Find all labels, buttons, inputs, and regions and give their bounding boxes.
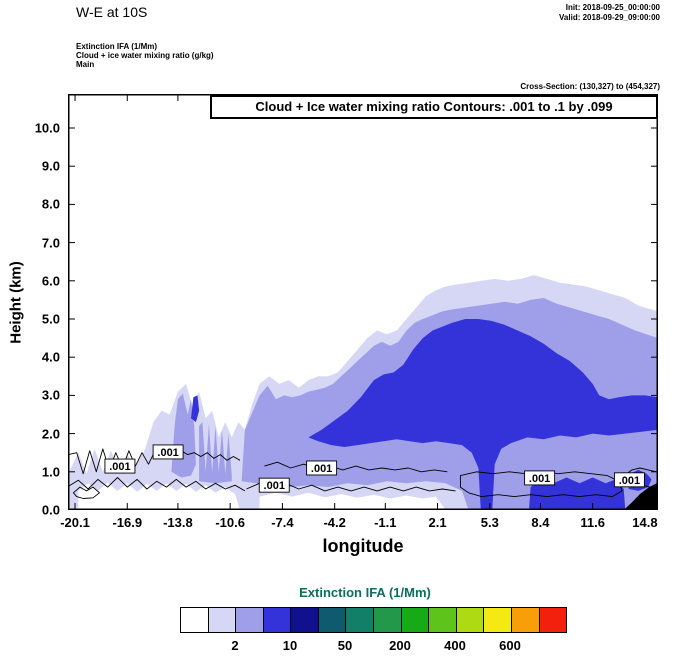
colorbar xyxy=(180,607,567,633)
contour-label-box xyxy=(613,472,645,488)
contour-label-box xyxy=(104,458,136,474)
fill-region-clear-pocket-left xyxy=(78,482,240,510)
colorbar-cell xyxy=(374,608,402,632)
plot-frame xyxy=(68,94,658,510)
colorbar-cell xyxy=(401,608,430,632)
contour-label-box xyxy=(524,470,556,486)
y-tick-label: 5.0 xyxy=(41,311,60,327)
x-tick-label: -16.9 xyxy=(112,515,143,530)
y-tick-label: 1.0 xyxy=(41,464,60,480)
fill-region-ext50-lowband-right xyxy=(529,477,626,510)
colorbar-cell xyxy=(208,608,237,632)
colorbar-title: Extinction IFA (1/Mm) xyxy=(299,585,431,600)
colorbar-cell xyxy=(511,608,540,632)
contour-label-text: .001 xyxy=(529,473,550,485)
colorbar-cell xyxy=(484,608,512,632)
y-tick-label: 8.0 xyxy=(41,196,60,212)
plot-title-box: Cloud + Ice water mixing ratio Contours:… xyxy=(210,95,658,119)
x-axis-label: longitude xyxy=(322,536,404,556)
x-tick-label: 5.3 xyxy=(480,515,499,530)
contour-label-text: .001 xyxy=(157,447,178,459)
contour-line xyxy=(625,467,657,476)
field-list: Extinction IFA (1/Mm) Cloud + ice water … xyxy=(76,42,214,69)
field-line-extinction: Extinction IFA (1/Mm) xyxy=(76,42,158,51)
colorbar-cell xyxy=(263,608,292,632)
field-line-domain: Main xyxy=(76,60,95,69)
contour-label-box xyxy=(258,477,290,493)
colorbar-cell xyxy=(539,608,567,632)
colorbar-cell xyxy=(346,608,375,632)
x-tick-label: -4.2 xyxy=(323,515,346,530)
colorbar-tick-label: 10 xyxy=(282,638,298,653)
y-tick-label: 9.0 xyxy=(41,158,60,174)
x-tick-label: -13.8 xyxy=(163,515,193,530)
contour-label-text: .001 xyxy=(619,475,640,487)
colorbar-cell xyxy=(181,608,209,632)
contour-line xyxy=(72,486,100,499)
x-tick-label: -1.1 xyxy=(374,515,397,530)
x-tick-label: -10.6 xyxy=(215,515,245,530)
colorbar-tick-label: 50 xyxy=(337,638,353,653)
contour-line xyxy=(68,477,246,492)
page-title: W-E at 10S xyxy=(76,4,148,20)
fill-region-ext50-speck-left xyxy=(191,395,200,423)
x-tick-label: 14.8 xyxy=(632,515,658,530)
valid-time: Valid: 2018-09-29_09:00:00 xyxy=(559,13,660,22)
colorbar-cell xyxy=(429,608,457,632)
y-tick-label: 0.0 xyxy=(41,502,60,518)
fill-region-ext50-main xyxy=(308,319,658,510)
contour-line xyxy=(264,461,448,473)
contour-label-box xyxy=(306,460,338,476)
field-line-mixing-ratio: Cloud + ice water mixing ratio (g/kg) xyxy=(76,51,214,60)
x-tick-label: 8.4 xyxy=(531,515,550,530)
colorbar-tick-label: 200 xyxy=(389,638,411,653)
y-axis-label: Height (km) xyxy=(7,261,25,344)
y-tick-label: 7.0 xyxy=(41,235,60,251)
init-time: Init: 2018-09-25_00:00:00 xyxy=(565,3,660,12)
x-tick-label: -7.4 xyxy=(271,515,294,530)
colorbar-cell xyxy=(236,608,264,632)
colorbar-cell xyxy=(318,608,347,632)
contour-label-box xyxy=(152,444,184,460)
contour-line xyxy=(459,471,623,498)
contour-label-text: .001 xyxy=(311,463,332,475)
colorbar-cell xyxy=(456,608,485,632)
cross-section-plot: .001 .001 .001 .001 .001 .001 xyxy=(68,94,658,510)
y-tick-label: 4.0 xyxy=(41,349,60,365)
colorbar-cell xyxy=(291,608,319,632)
fill-region-clear-pocket-mid xyxy=(259,492,446,510)
x-tick-label: 11.6 xyxy=(580,515,605,530)
contour-label-text: .001 xyxy=(109,461,130,473)
y-tick-label: 2.0 xyxy=(41,426,60,442)
y-tick-label: 3.0 xyxy=(41,387,60,403)
terrain-silhouette xyxy=(623,482,658,510)
colorbar-tick-label: 600 xyxy=(499,638,521,653)
timestamp-block: Init: 2018-09-25_00:00:00 Valid: 2018-09… xyxy=(559,3,660,23)
cross-section-label: Cross-Section: (130,327) to (454,327) xyxy=(520,82,660,91)
y-tick-label: 6.0 xyxy=(41,273,60,289)
fill-region-ext10-columns xyxy=(199,422,232,484)
x-tick-label: -20.1 xyxy=(60,515,90,530)
contour-label-text: .001 xyxy=(264,480,285,492)
colorbar-tick-label: 400 xyxy=(444,638,466,653)
colorbar-tick-label: 2 xyxy=(231,638,239,653)
x-tick-label: 2.1 xyxy=(428,515,447,530)
y-tick-label: 10.0 xyxy=(34,120,60,136)
